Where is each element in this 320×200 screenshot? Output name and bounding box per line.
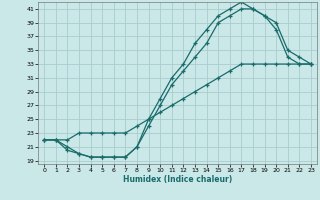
X-axis label: Humidex (Indice chaleur): Humidex (Indice chaleur) xyxy=(123,175,232,184)
